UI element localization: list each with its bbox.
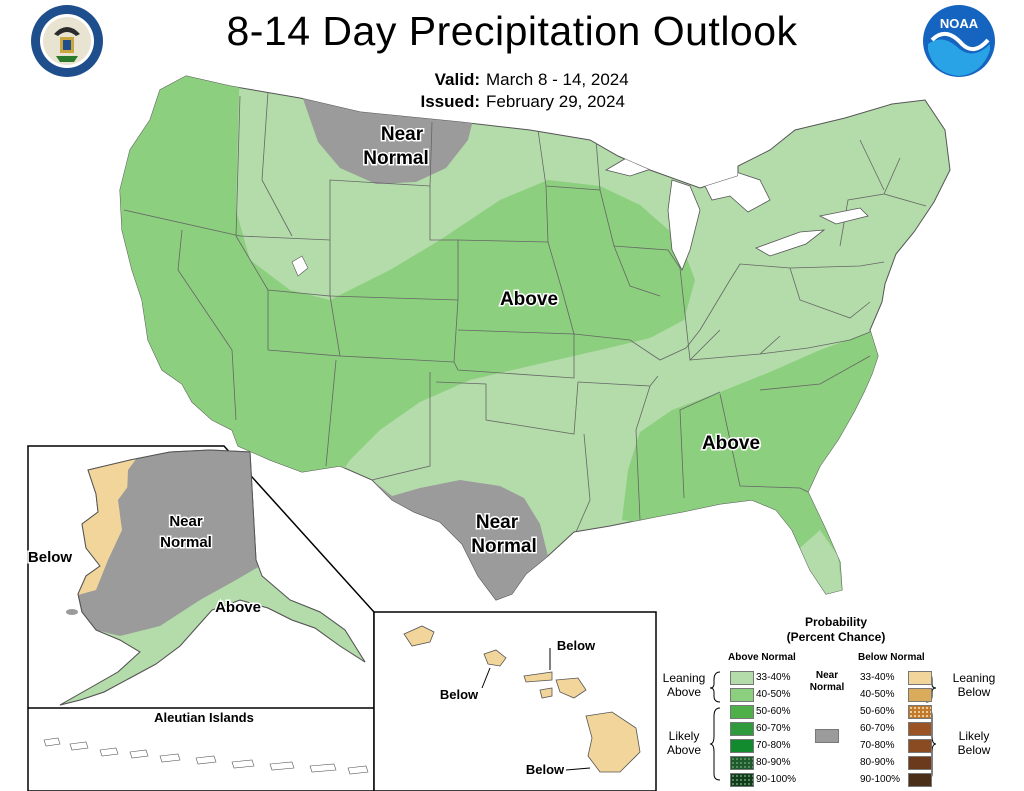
label-near-normal-texas-1: Near (476, 512, 519, 533)
above-bin-swatch (730, 756, 754, 770)
below-bin-label: 40-50% (860, 689, 895, 700)
issued-label: Issued: (420, 92, 480, 111)
label-hawaii-below-2: Below (440, 687, 479, 702)
legend-likely-above: Likely Above (666, 729, 702, 757)
below-bin-swatch (908, 705, 932, 719)
florida-tip-zone (800, 530, 842, 594)
great-salt-lake (291, 255, 309, 277)
below-bin-label: 70-80% (860, 740, 895, 751)
below-bin-label: 60-70% (860, 723, 895, 734)
above-bin-label: 40-50% (756, 689, 791, 700)
valid-label: Valid: (434, 70, 480, 89)
below-bin-swatch (908, 688, 932, 702)
label-near-normal-north-1: Near (381, 124, 424, 145)
legend-title-1: Probability (804, 615, 867, 629)
legend-likely-below: Likely Below (957, 729, 991, 757)
oahu-island (483, 649, 507, 667)
issued-date: February 29, 2024 (486, 92, 625, 111)
below-bin-label: 80-90% (860, 757, 895, 768)
below-bin-swatch (908, 739, 932, 753)
validity-block: Valid: March 8 - 14, 2024 Issued: February… (400, 70, 629, 114)
above-bin-swatch (730, 722, 754, 736)
legend-leaning-below: Leaning Below (952, 671, 996, 699)
map-title: 8-14 Day Precipitation Outlook (226, 8, 798, 54)
legend-near-normal-label: Near Normal (809, 670, 845, 693)
above-bin-label: 33-40% (756, 672, 791, 683)
west-above-40-50-zone (120, 76, 695, 500)
legend-leaning-above: Leaning Above (662, 671, 706, 699)
above-bin-swatch (730, 688, 754, 702)
noaa-logo-text: NOAA (940, 16, 979, 31)
label-near-normal-texas-2: Normal (471, 536, 536, 557)
valid-dates: March 8 - 14, 2024 (486, 70, 629, 89)
hawaii-inset (373, 611, 657, 791)
label-alaska-near-normal-2: Normal (160, 534, 212, 551)
below-bin-label: 90-100% (860, 774, 901, 785)
label-near-normal-north-2: Normal (363, 148, 428, 169)
below-bin-label: 33-40% (860, 672, 895, 683)
label-above-central: Above (500, 289, 558, 310)
state-borders (123, 91, 927, 533)
kauai-island (403, 625, 435, 647)
below-bin-swatch (908, 756, 932, 770)
alaska-inset (27, 445, 375, 791)
alaska-near-normal-zone (96, 450, 262, 632)
aleutian-islands-shapes (43, 737, 369, 775)
below-bin-swatch (908, 671, 932, 685)
legend: Probability (Percent Chance) Above Norma… (652, 615, 1020, 791)
molokai-island (523, 671, 553, 683)
big-island (585, 711, 641, 773)
legend-near-normal-swatch (815, 729, 839, 743)
below-bin-swatch (908, 773, 932, 787)
above-bin-label: 80-90% (756, 757, 791, 768)
legend-above-header: Above Normal (728, 652, 796, 663)
aleutian-islands-label: Aleutian Islands (154, 710, 254, 725)
legend-title-2: (Percent Chance) (786, 630, 886, 644)
above-bin-swatch (730, 739, 754, 753)
texas-near-normal-zone (372, 480, 548, 600)
legend-below-header: Below Normal (858, 652, 925, 663)
label-alaska-near-normal-1: Near (169, 513, 203, 530)
lanai-island (539, 687, 553, 699)
label-alaska-below: Below (28, 549, 73, 566)
label-hawaii-below-1: Below (557, 638, 596, 653)
above-bin-label: 70-80% (756, 740, 791, 751)
above-bin-swatch (730, 705, 754, 719)
above-bin-label: 50-60% (756, 706, 791, 717)
label-above-southeast: Above (702, 433, 760, 454)
below-bin-label: 50-60% (860, 706, 895, 717)
above-bin-label: 60-70% (756, 723, 791, 734)
below-bin-swatch (908, 722, 932, 736)
above-bin-swatch (730, 773, 754, 787)
label-alaska-above: Above (215, 599, 261, 616)
label-hawaii-below-3: Below (526, 762, 565, 777)
commerce-seal-logo (31, 5, 103, 77)
maui-island (555, 677, 587, 699)
noaa-logo: NOAA (923, 5, 995, 77)
above-bin-swatch (730, 671, 754, 685)
above-bin-label: 90-100% (756, 774, 797, 785)
